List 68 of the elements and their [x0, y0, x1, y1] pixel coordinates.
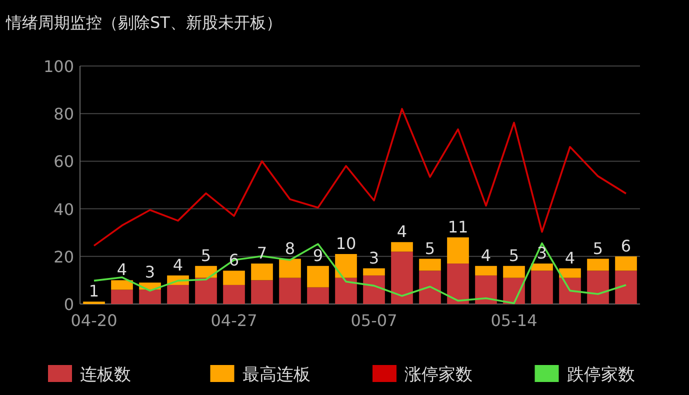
bar — [195, 266, 217, 278]
data-label: 3 — [536, 244, 548, 263]
legend-label: 涨停家数 — [404, 365, 472, 385]
x-tick-label: 05-07 — [350, 311, 398, 330]
data-label: 10 — [336, 234, 356, 254]
y-tick-label: 60 — [54, 152, 74, 172]
y-tick-label: 80 — [54, 104, 74, 124]
bar — [615, 270, 637, 304]
legend-label: 连板数 — [80, 365, 131, 385]
x-tick-label: 05-14 — [490, 311, 538, 330]
bar — [587, 270, 609, 304]
data-label: 4 — [116, 260, 128, 280]
data-label: 3 — [144, 262, 156, 282]
legend-label: 最高连板 — [242, 365, 310, 385]
data-label: 4 — [396, 222, 408, 242]
data-label: 11 — [448, 217, 468, 236]
data-label: 5 — [508, 246, 520, 265]
bar — [391, 242, 413, 252]
data-label: 5 — [424, 238, 436, 258]
bar — [335, 278, 357, 304]
bar — [307, 266, 329, 288]
data-label: 9 — [312, 246, 324, 265]
bar — [111, 290, 133, 304]
data-label: 3 — [368, 248, 380, 268]
y-tick-label: 0 — [64, 295, 74, 314]
bar — [167, 284, 189, 304]
bar — [391, 252, 413, 304]
bar — [587, 258, 609, 271]
bar — [139, 290, 161, 304]
bar — [111, 280, 133, 290]
data-label: 6 — [620, 236, 632, 256]
bar — [251, 264, 273, 280]
bar — [419, 270, 441, 304]
bar — [475, 266, 497, 276]
bar — [531, 270, 553, 304]
bar — [335, 254, 357, 278]
data-label: 4 — [564, 248, 576, 268]
bar — [279, 278, 301, 304]
bar — [559, 278, 581, 304]
data-label: 4 — [172, 255, 184, 274]
data-label: 5 — [200, 246, 212, 265]
bar — [447, 237, 469, 264]
bar — [419, 258, 441, 271]
bar — [531, 264, 553, 271]
y-tick-label: 100 — [43, 57, 74, 76]
bar — [363, 268, 385, 276]
bar — [223, 284, 245, 304]
bar — [615, 256, 637, 271]
chart-title: 情绪周期监控（剔除ST、新股未开板） — [5, 13, 282, 32]
bar — [279, 258, 301, 278]
bar — [251, 280, 273, 304]
bar — [195, 278, 217, 304]
x-tick-label: 04-20 — [70, 311, 118, 330]
bar — [559, 268, 581, 278]
bar — [503, 266, 525, 278]
data-label: 4 — [480, 246, 492, 265]
bar — [307, 287, 329, 304]
bar — [223, 270, 245, 285]
data-label: 1 — [88, 282, 100, 301]
x-tick-label: 04-27 — [210, 311, 258, 330]
data-label: 8 — [284, 238, 296, 258]
legend-label: 跌停家数 — [566, 365, 635, 385]
y-tick-label: 40 — [54, 200, 74, 219]
y-tick-label: 20 — [54, 247, 74, 266]
bar — [363, 275, 385, 304]
data-label: 5 — [592, 238, 604, 258]
bar — [475, 275, 497, 304]
bar — [447, 264, 469, 304]
